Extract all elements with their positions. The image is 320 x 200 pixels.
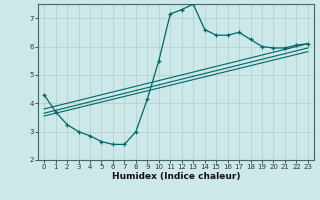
X-axis label: Humidex (Indice chaleur): Humidex (Indice chaleur) (112, 172, 240, 181)
